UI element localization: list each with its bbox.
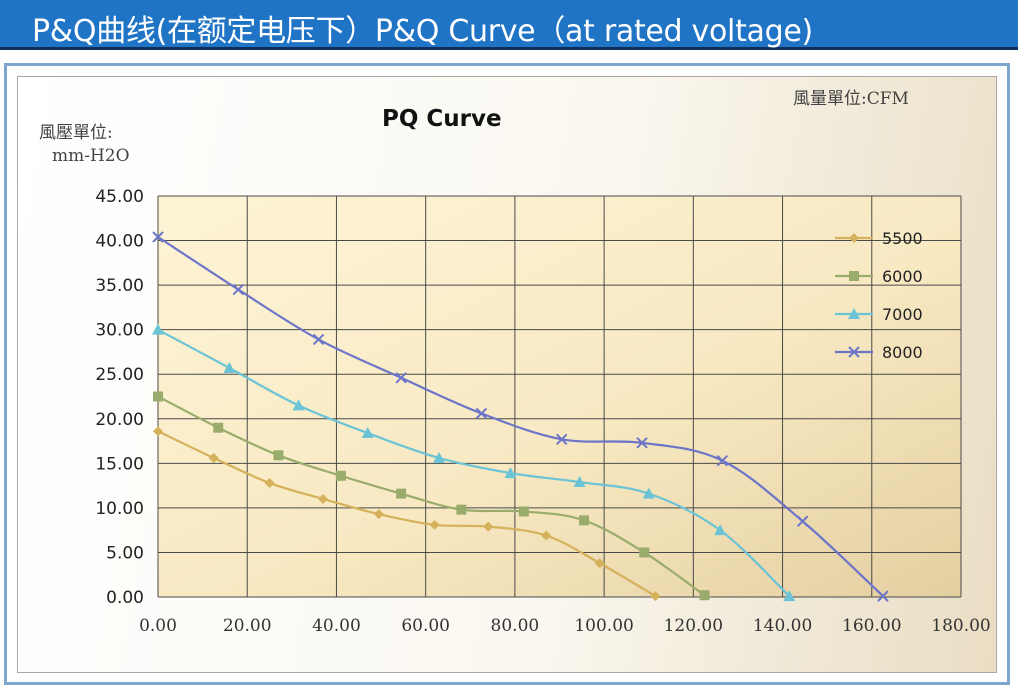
data-point-8000 [636, 437, 648, 449]
pq-chart: 0.00 20.00 40.00 60.00 80.00 100.00 120.00 140.… [95, 187, 990, 636]
title-banner: P&Q曲线(在额定电压下）P&Q Curve（at rated voltage) [0, 0, 1018, 50]
banner-title: P&Q曲线(在额定电压下）P&Q Curve（at rated voltage) [32, 14, 813, 49]
data-point-7000 [573, 476, 586, 488]
x-tick-label: 0.00 [139, 616, 177, 636]
y-tick-label: 30.00 [95, 321, 144, 341]
data-point-5500 [264, 477, 275, 488]
y-tick-label: 40.00 [95, 232, 144, 252]
x-tick-label: 160.00 [842, 616, 901, 636]
x-tick-label: 60.00 [401, 616, 450, 636]
data-point-5500 [594, 558, 605, 569]
y-tick-label: 45.00 [95, 187, 144, 207]
data-point-8000 [475, 407, 488, 420]
plot-background [158, 196, 961, 597]
data-point-5500 [318, 493, 329, 504]
data-point-8000 [716, 454, 729, 467]
data-point-6000 [579, 515, 590, 526]
x-tick-label: 100.00 [574, 616, 633, 636]
y-tick-label: 5.00 [106, 543, 144, 563]
data-point-5500 [650, 591, 661, 602]
y-tick-label: 0.00 [106, 588, 144, 608]
x-tick-label: 180.00 [931, 616, 990, 636]
data-point-8000 [556, 433, 568, 445]
data-point-8000 [312, 333, 325, 346]
legend-marker-5500 [849, 233, 859, 243]
chart-title: PQ Curve [382, 106, 502, 132]
y-tick-label: 35.00 [95, 276, 144, 296]
data-point-5500 [483, 521, 494, 532]
chart-frame: 風量單位:CFM 風壓單位: mm-H2O PQ Curve 0.00 20.00… [4, 63, 1010, 685]
legend-marker-6000 [849, 271, 859, 281]
series-line-7000 [157, 328, 791, 597]
data-point-6000 [273, 450, 284, 461]
legend-marker-8000 [848, 346, 860, 358]
data-point-8000 [152, 231, 164, 243]
data-point-7000 [433, 451, 446, 463]
y-tick-label: 25.00 [95, 365, 144, 385]
data-point-5500 [208, 452, 219, 463]
data-point-5500 [373, 509, 384, 520]
flow-unit-label: 風量單位:CFM [793, 89, 909, 109]
legend-label-7000: 7000 [882, 305, 923, 324]
data-point-7000 [642, 487, 655, 499]
y-tick-label: 15.00 [95, 454, 144, 474]
data-point-6000 [699, 590, 710, 601]
x-tick-label: 80.00 [491, 616, 540, 636]
data-point-6000 [335, 470, 346, 481]
pressure-unit-label: 風壓單位: [39, 123, 113, 143]
y-tick-label: 10.00 [95, 499, 144, 519]
legend-label-6000: 6000 [882, 267, 923, 286]
x-tick-label: 140.00 [753, 616, 812, 636]
legend-label-5500: 5500 [882, 229, 923, 248]
data-point-7000 [504, 467, 517, 479]
data-point-7000 [292, 399, 305, 411]
data-point-7000 [714, 524, 727, 536]
data-point-8000 [232, 283, 245, 296]
data-point-6000 [153, 391, 163, 402]
pressure-unit-label-2: mm-H2O [52, 146, 130, 166]
data-point-6000 [456, 504, 467, 515]
data-point-7000 [152, 323, 164, 335]
data-point-8000 [877, 590, 889, 602]
data-point-7000 [361, 427, 374, 439]
data-point-6000 [396, 488, 407, 499]
data-point-5500 [541, 530, 552, 541]
x-tick-label: 120.00 [664, 616, 723, 636]
data-point-6000 [518, 506, 529, 517]
series-line-6000 [157, 395, 706, 597]
series-line-8000 [157, 236, 884, 597]
data-point-5500 [429, 519, 440, 530]
x-tick-label: 40.00 [312, 616, 361, 636]
data-point-7000 [783, 590, 796, 602]
data-point-6000 [213, 422, 224, 433]
data-point-5500 [153, 426, 163, 437]
y-tick-label: 20.00 [95, 410, 144, 430]
legend-marker-7000 [848, 308, 860, 319]
data-point-8000 [395, 372, 407, 384]
x-tick-label: 20.00 [223, 616, 272, 636]
series-line-5500 [157, 430, 656, 598]
legend-label-8000: 8000 [882, 343, 923, 362]
data-point-8000 [796, 515, 809, 527]
data-point-7000 [223, 361, 236, 373]
data-point-6000 [639, 547, 650, 558]
